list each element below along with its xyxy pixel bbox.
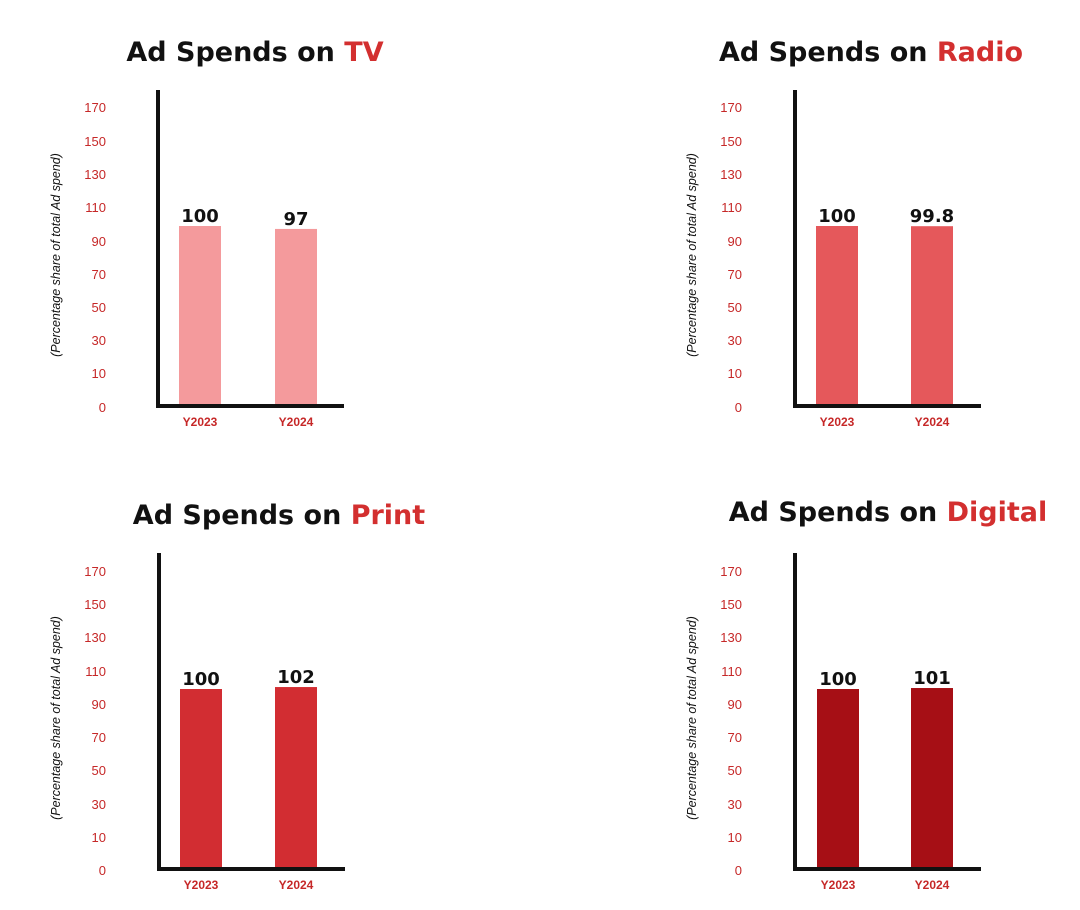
y-tick-label: 10 bbox=[92, 830, 106, 845]
data-label: 100 bbox=[818, 206, 856, 227]
y-tick-label: 150 bbox=[84, 134, 106, 149]
y-tick-label: 0 bbox=[735, 863, 742, 878]
x-tick-label: Y2023 bbox=[183, 415, 218, 429]
x-tick-label: Y2023 bbox=[184, 878, 219, 892]
x-tick-labels: Y2023 Y2024 bbox=[821, 878, 950, 892]
y-tick-label: 150 bbox=[84, 597, 106, 612]
data-label: 100 bbox=[182, 669, 220, 690]
y-tick-label: 30 bbox=[728, 333, 742, 348]
y-tick-label: 150 bbox=[720, 597, 742, 612]
bars: 100 99.8 bbox=[816, 206, 954, 404]
y-tick-label: 70 bbox=[728, 730, 742, 745]
y-axis-label: (Percentage share of total Ad spend) bbox=[49, 153, 63, 357]
x-tick-label: Y2024 bbox=[279, 415, 314, 429]
y-tick-label: 0 bbox=[99, 863, 106, 878]
y-tick-label: 70 bbox=[92, 730, 106, 745]
bar bbox=[180, 689, 222, 867]
y-tick-label: 90 bbox=[92, 697, 106, 712]
y-tick-label: 170 bbox=[84, 564, 106, 579]
y-tick-labels: 0 10 30 50 70 90 110 130 150 170 bbox=[720, 100, 742, 415]
y-tick-label: 0 bbox=[735, 400, 742, 415]
chart-title: Ad Spends on Print bbox=[133, 500, 425, 531]
x-tick-label: Y2024 bbox=[279, 878, 314, 892]
y-tick-label: 130 bbox=[720, 167, 742, 182]
y-tick-label: 170 bbox=[720, 100, 742, 115]
x-tick-labels: Y2023 Y2024 bbox=[183, 415, 314, 429]
y-axis-label: (Percentage share of total Ad spend) bbox=[685, 616, 699, 820]
bar bbox=[911, 688, 953, 867]
bar bbox=[911, 226, 953, 404]
y-tick-label: 50 bbox=[92, 763, 106, 778]
chart-title-accent: Print bbox=[351, 500, 426, 531]
y-tick-label: 110 bbox=[85, 200, 106, 215]
y-tick-label: 30 bbox=[728, 797, 742, 812]
bar bbox=[275, 687, 317, 867]
y-tick-label: 130 bbox=[720, 630, 742, 645]
bars: 100 97 bbox=[179, 206, 317, 404]
data-label: 100 bbox=[819, 669, 857, 690]
data-label: 100 bbox=[181, 206, 219, 227]
y-tick-labels: 0 10 30 50 70 90 110 130 150 170 bbox=[84, 564, 106, 878]
y-tick-label: 50 bbox=[728, 763, 742, 778]
y-tick-label: 170 bbox=[720, 564, 742, 579]
y-tick-label: 90 bbox=[728, 234, 742, 249]
chart-title-accent: Radio bbox=[937, 37, 1023, 68]
bar bbox=[179, 226, 221, 404]
y-tick-label: 50 bbox=[728, 300, 742, 315]
y-tick-label: 30 bbox=[92, 333, 106, 348]
chart-panel-print: Ad Spends on Print (Percentage share of … bbox=[49, 500, 425, 892]
bar bbox=[816, 226, 858, 404]
bar bbox=[275, 228, 317, 404]
y-tick-label: 150 bbox=[720, 134, 742, 149]
x-tick-labels: Y2023 Y2024 bbox=[820, 415, 950, 429]
y-tick-label: 130 bbox=[84, 167, 106, 182]
x-tick-label: Y2024 bbox=[915, 415, 950, 429]
x-tick-label: Y2023 bbox=[821, 878, 856, 892]
chart-title-main: Ad Spends on bbox=[126, 37, 344, 68]
chart-panel-digital: Ad Spends on Digital (Percentage share o… bbox=[685, 497, 1047, 892]
chart-title: Ad Spends on TV bbox=[126, 37, 383, 68]
x-tick-label: Y2023 bbox=[820, 415, 855, 429]
chart-title-main: Ad Spends on bbox=[719, 37, 937, 68]
chart-title-accent: Digital bbox=[947, 497, 1048, 528]
data-label: 101 bbox=[913, 668, 951, 689]
y-tick-label: 70 bbox=[92, 267, 106, 282]
y-tick-label: 0 bbox=[99, 400, 106, 415]
bar bbox=[817, 689, 859, 867]
y-axis-label: (Percentage share of total Ad spend) bbox=[685, 153, 699, 357]
x-tick-label: Y2024 bbox=[915, 878, 950, 892]
bars: 100 102 bbox=[180, 667, 317, 867]
chart-title-accent: TV bbox=[344, 37, 383, 68]
y-axis-label: (Percentage share of total Ad spend) bbox=[49, 616, 63, 820]
chart-panel-radio: Ad Spends on Radio (Percentage share of … bbox=[685, 37, 1023, 429]
y-tick-label: 30 bbox=[92, 797, 106, 812]
data-label: 102 bbox=[277, 667, 315, 688]
y-tick-labels: 0 10 30 50 70 90 110 130 150 170 bbox=[84, 100, 106, 415]
chart-title-main: Ad Spends on bbox=[133, 500, 351, 531]
y-tick-label: 70 bbox=[728, 267, 742, 282]
y-tick-label: 10 bbox=[728, 830, 742, 845]
data-label: 99.8 bbox=[910, 206, 954, 227]
bars: 100 101 bbox=[817, 668, 953, 867]
y-tick-label: 90 bbox=[92, 234, 106, 249]
y-tick-label: 130 bbox=[84, 630, 106, 645]
y-tick-label: 170 bbox=[84, 100, 106, 115]
y-tick-label: 110 bbox=[721, 200, 742, 215]
chart-title-main: Ad Spends on bbox=[729, 497, 947, 528]
chart-panel-tv: Ad Spends on TV (Percentage share of tot… bbox=[49, 37, 384, 429]
chart-title: Ad Spends on Digital bbox=[729, 497, 1048, 528]
chart-title: Ad Spends on Radio bbox=[719, 37, 1023, 68]
y-tick-label: 90 bbox=[728, 697, 742, 712]
data-label: 97 bbox=[283, 209, 308, 230]
y-tick-label: 110 bbox=[85, 664, 106, 679]
x-tick-labels: Y2023 Y2024 bbox=[184, 878, 314, 892]
y-tick-label: 110 bbox=[721, 664, 742, 679]
y-tick-labels: 0 10 30 50 70 90 110 130 150 170 bbox=[720, 564, 742, 878]
y-tick-label: 50 bbox=[92, 300, 106, 315]
y-tick-label: 10 bbox=[728, 366, 742, 381]
y-tick-label: 10 bbox=[92, 366, 106, 381]
